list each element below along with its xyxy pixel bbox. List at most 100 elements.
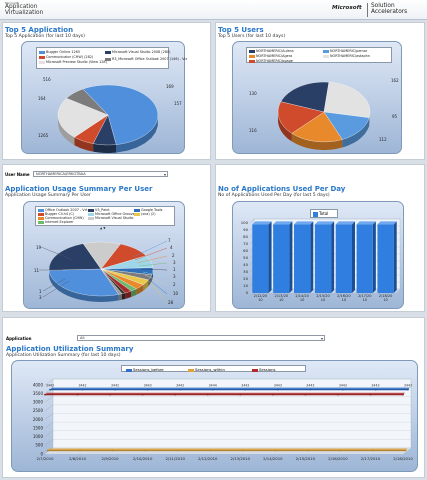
bar — [273, 224, 290, 293]
series-point — [81, 388, 84, 391]
x-tick-label: 2/7/2010 — [36, 456, 54, 461]
series-point — [369, 393, 372, 396]
apps-per-day-panel: No of Applications Used Per Day No of Ap… — [215, 164, 425, 312]
pie-leader-line — [132, 240, 168, 258]
legend-item: Communication (CHW) — [38, 216, 84, 220]
pie-slice — [323, 82, 371, 118]
y-tick-label: 30 — [243, 269, 248, 274]
legend-item: V3_Paint — [88, 208, 110, 212]
top-users-pie — [277, 81, 371, 150]
header-divider — [367, 3, 368, 17]
x-tick-label: 2/18/2010 — [393, 456, 413, 461]
pie-slice — [291, 111, 343, 143]
pie-slice — [66, 88, 109, 116]
bar-top — [356, 221, 376, 225]
pie-slice — [82, 84, 159, 145]
legend-item: Microsoft Office Groove — [88, 212, 135, 216]
bar-top — [314, 221, 335, 225]
x-tick-label: 2/10/2010 — [133, 456, 153, 461]
bar-top — [377, 221, 397, 225]
series-point — [276, 388, 279, 391]
pie-slice-side — [74, 137, 94, 152]
pie-label: 1 — [39, 289, 42, 294]
pie-label: 7 — [168, 238, 171, 243]
x-tick-label: 2/18/20 — [379, 294, 393, 298]
pie-slice-side — [342, 117, 370, 148]
pie-label: 19 — [36, 245, 42, 250]
data-label: 3443 — [274, 384, 282, 388]
pie-leader-line — [136, 255, 168, 264]
usage-summary-pie — [39, 240, 168, 304]
y-tick-label: 2500 — [33, 408, 44, 413]
pie-slice-side — [122, 292, 126, 300]
series-point — [79, 449, 81, 452]
y-tick-label: 60 — [243, 248, 248, 253]
top-users-legend: NORTHAMERIC\Aulens NORTHAMERIC\Agera NOR… — [246, 47, 392, 63]
top-apps-panel: Top 5 Application Top 5 Application (for… — [2, 22, 211, 160]
x-tick-label: 2/14/2010 — [263, 456, 283, 461]
data-label: 3443 — [306, 384, 314, 388]
series-point — [339, 449, 342, 452]
pie-leader-line — [142, 271, 168, 278]
y-tick-label: 100 — [241, 220, 249, 225]
data-label: 3442 — [111, 384, 119, 388]
utilization-subtitle: Application Utilization Summary (for las… — [6, 353, 121, 358]
bar-top — [252, 221, 272, 225]
data-label: 3443 — [144, 384, 152, 388]
series-point — [274, 449, 277, 452]
x-tick-label: 2/9/2010 — [102, 456, 120, 461]
pie-slice-side — [58, 115, 75, 146]
legend-item: Office Outlook 2007 - Vrt — [38, 208, 87, 212]
pie-label: 4 — [170, 245, 173, 250]
app-header: Microsoft Application Virtualization Mic… — [0, 0, 427, 20]
y-tick-label: 1000 — [33, 434, 44, 439]
pie-slice — [277, 101, 325, 134]
chevron-down-icon: ▾ — [320, 336, 323, 341]
y-tick-label: 10 — [243, 283, 248, 288]
pie-slice-side — [136, 284, 144, 295]
series-point — [209, 449, 212, 452]
pie-leader-line — [144, 274, 168, 286]
legend-scroll-arrows[interactable]: ▲ ▼ — [100, 226, 106, 230]
application-select-value: All — [80, 336, 85, 340]
usage-summary-subtitle: Application Usage Summary Per User — [5, 193, 91, 198]
pie-label: 112 — [379, 137, 387, 142]
legend-item: Microsoft Preview Studio (View 128) — [39, 60, 107, 64]
bar-side — [310, 221, 314, 293]
series-point — [44, 393, 46, 396]
apps-per-day-subtitle: No of Applications Used Per Day (for las… — [218, 193, 330, 198]
product-line-1: Application — [5, 4, 38, 10]
x-tick-label: 2/14/20 — [295, 294, 309, 298]
top-users-subtitle: Top 5 Users (for last 10 days) — [218, 34, 286, 39]
top-apps-title: Top 5 Application — [5, 26, 74, 34]
top-users-panel: Top 5 Users Top 5 Users (for last 10 day… — [215, 22, 425, 160]
pie-label: 10 — [173, 291, 179, 296]
bar-side — [331, 221, 335, 293]
pie-leader-line — [42, 278, 66, 292]
y-tick-label: 500 — [35, 443, 43, 448]
y-tick-label: 80 — [243, 234, 248, 239]
gridline — [44, 396, 54, 403]
pie-slice-side — [116, 117, 158, 153]
x-tick-label: 2/17/20 — [358, 294, 372, 298]
y-tick-label: 40 — [243, 262, 248, 267]
pie-label: 2 — [172, 253, 175, 258]
utilization-line-chart: 4000 3500 3000 2500 2000 1500 1000 500 0 3443 3442… — [33, 378, 413, 461]
application-select[interactable]: All ▾ — [77, 335, 325, 341]
product-name: Application Virtualization — [5, 4, 43, 16]
pie-slice-side — [49, 270, 119, 302]
legend-item: Microsoft Visual Studio 2008 (280) — [105, 50, 170, 54]
usage-summary-panel: User Name NORTHAMERICA\ERKGTBAA ▾ Applic… — [2, 164, 211, 312]
series-point — [337, 393, 339, 396]
data-label: 3443 — [404, 384, 412, 388]
pie-slice — [48, 268, 120, 297]
solution-line-1: Solution — [371, 3, 395, 9]
user-select-value: NORTHAMERICA\ERKGTBAA — [36, 172, 86, 176]
x-tick-label: 2/12/2010 — [198, 456, 218, 461]
series-point — [46, 449, 49, 452]
user-select[interactable]: NORTHAMERICA\ERKGTBAA ▾ — [33, 171, 168, 177]
y-tick-label: 2000 — [33, 417, 44, 422]
gridline — [44, 439, 54, 446]
pie-slice-side — [278, 112, 292, 142]
series-point — [76, 393, 79, 396]
